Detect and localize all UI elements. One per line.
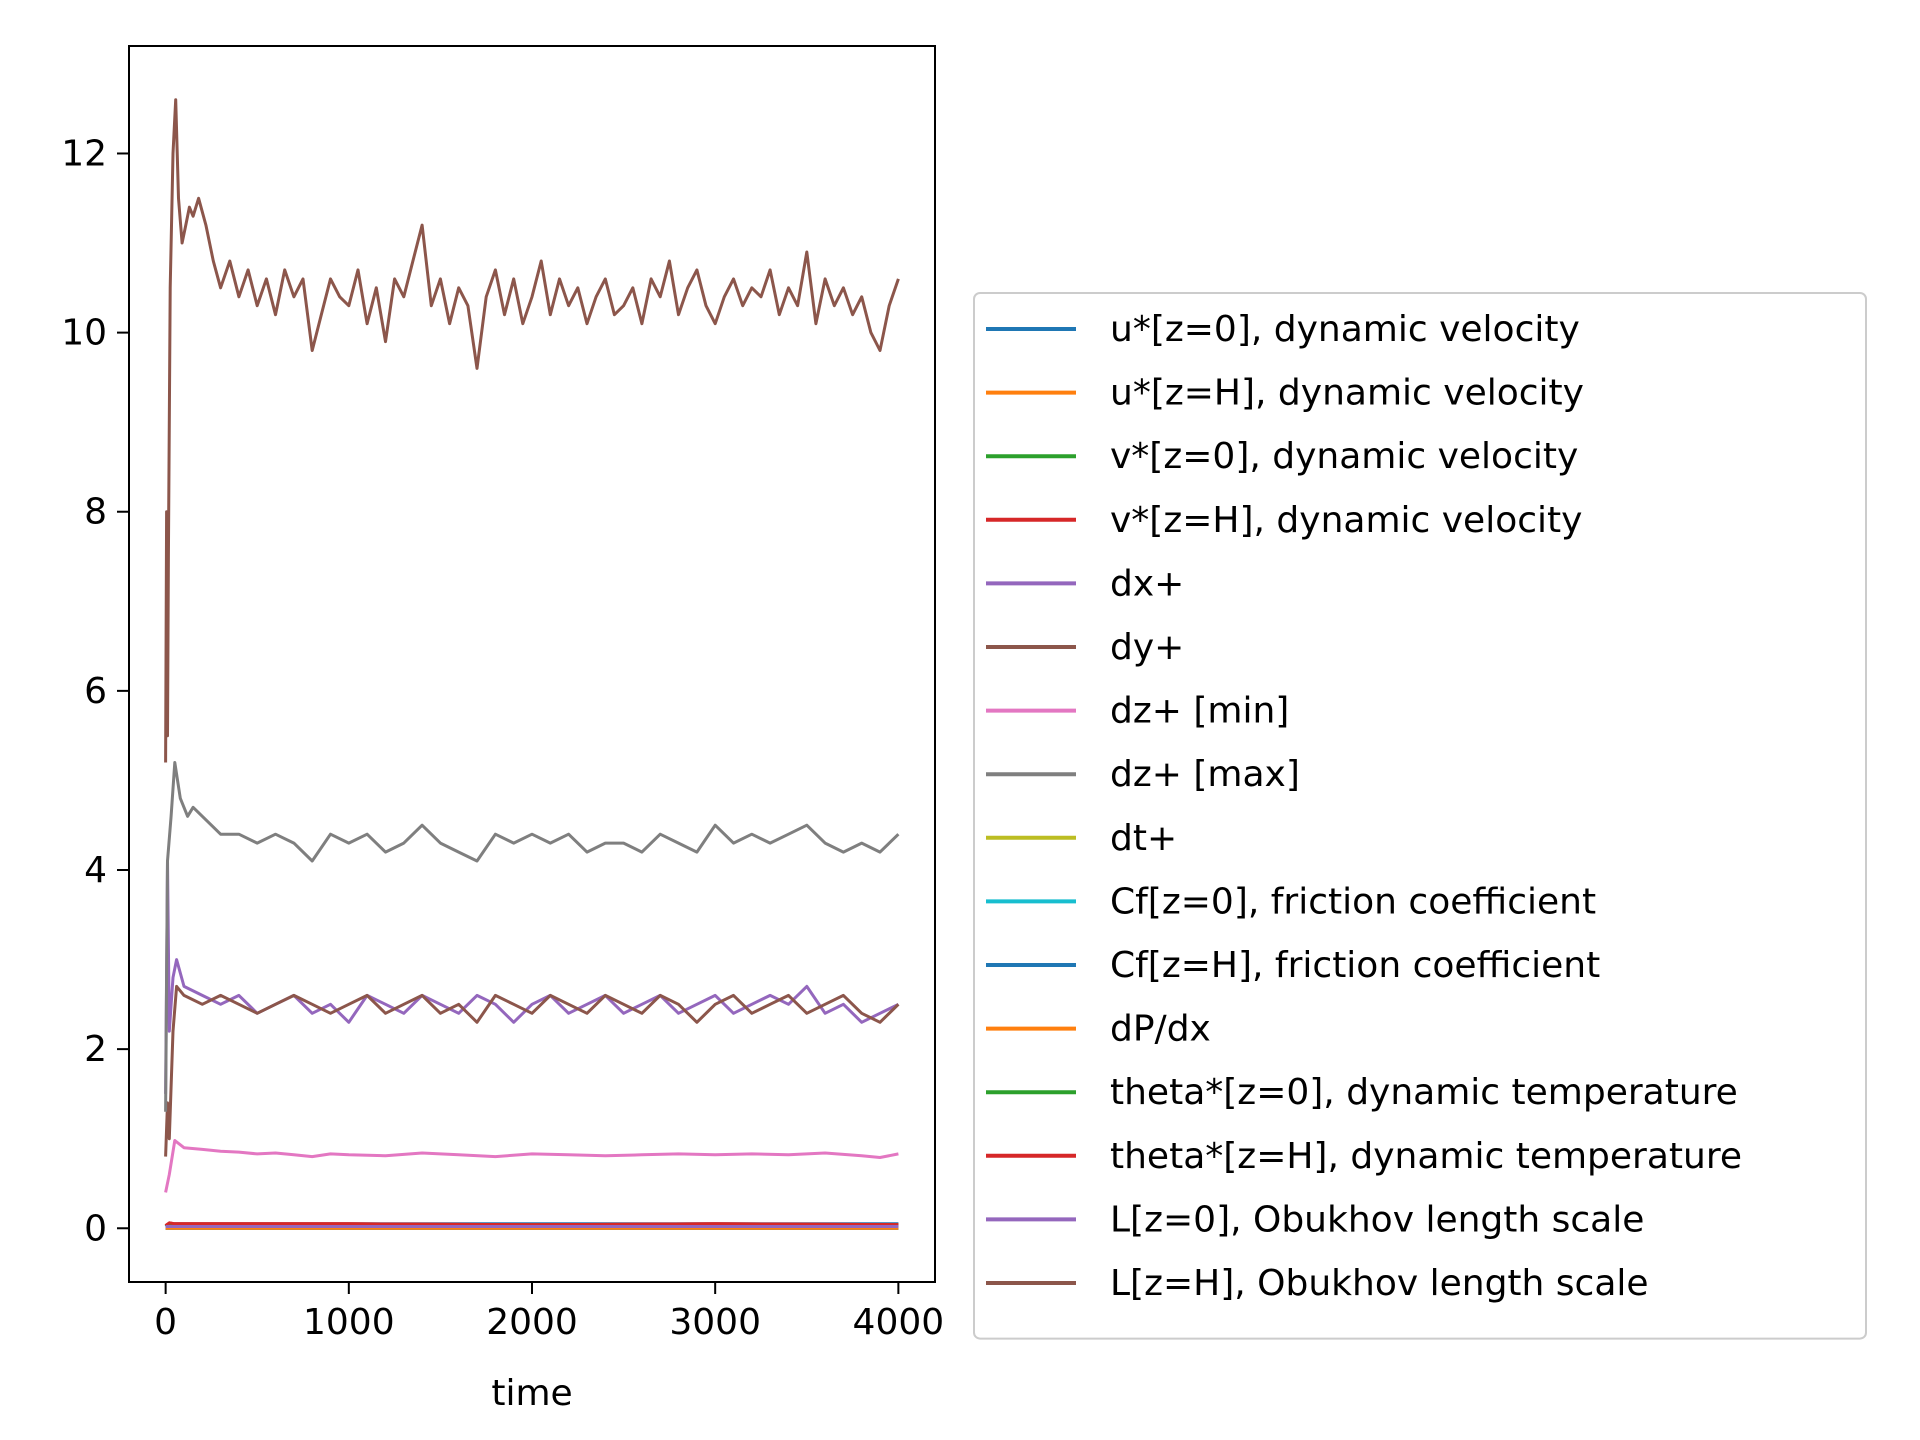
legend-entry-label: v*[z=0], dynamic velocity [1110, 436, 1578, 477]
legend-entry-label: L[z=0], Obukhov length scale [1110, 1199, 1644, 1240]
legend-entry-label: dx+ [1110, 563, 1184, 604]
legend-entry-label: Cf[z=H], friction coefficient [1110, 945, 1600, 986]
legend-entry-label: u*[z=H], dynamic velocity [1110, 373, 1584, 414]
x-tick-label: 4000 [853, 1302, 945, 1343]
series-line-4 [164, 859, 900, 1094]
series-line-5 [164, 984, 900, 1157]
x-tick-label: 1000 [303, 1302, 395, 1343]
x-axis-label: time [491, 1373, 572, 1414]
y-tick-label: 4 [84, 850, 107, 891]
plot-frame [128, 45, 936, 1283]
legend-entry-label: dz+ [min] [1110, 691, 1289, 732]
legend-entry-label: dP/dx [1110, 1009, 1211, 1050]
legend: u*[z=0], dynamic velocity u*[z=H], dynami… [973, 292, 1867, 1340]
y-tick-label: 2 [84, 1029, 107, 1070]
y-tick-label: 6 [84, 671, 107, 712]
legend-entry-label: dt+ [1110, 818, 1177, 859]
y-tick-label: 12 [61, 133, 107, 174]
x-axis-ticks: 0 1000 2000 3000 4000 [154, 1282, 944, 1343]
series-line-15 [164, 98, 900, 763]
legend-entry-label: v*[z=H], dynamic velocity [1110, 500, 1582, 541]
legend-entry-label: dy+ [1110, 627, 1184, 668]
y-tick-label: 8 [84, 492, 107, 533]
legend-entry-label: dz+ [max] [1110, 754, 1300, 795]
legend-entry-label: theta*[z=0], dynamic temperature [1110, 1072, 1738, 1113]
y-tick-label: 0 [84, 1208, 107, 1249]
x-tick-label: 3000 [669, 1302, 761, 1343]
y-axis-ticks: 0 2 4 6 8 10 12 [61, 133, 129, 1249]
series-line-13 [164, 1221, 899, 1227]
series-line-7 [164, 761, 900, 1112]
x-tick-label: 0 [154, 1302, 177, 1343]
legend-entry-label: L[z=H], Obukhov length scale [1110, 1263, 1649, 1304]
x-tick-label: 2000 [486, 1302, 578, 1343]
y-tick-label: 10 [61, 313, 107, 354]
legend-entry-label: Cf[z=0], friction coefficient [1110, 881, 1596, 922]
legend-box [973, 292, 1867, 1340]
legend-entry-label: u*[z=0], dynamic velocity [1110, 309, 1580, 350]
legend-entry-label: theta*[z=H], dynamic temperature [1110, 1136, 1742, 1177]
series-line-6 [164, 1139, 899, 1193]
series-layer [164, 98, 900, 1230]
